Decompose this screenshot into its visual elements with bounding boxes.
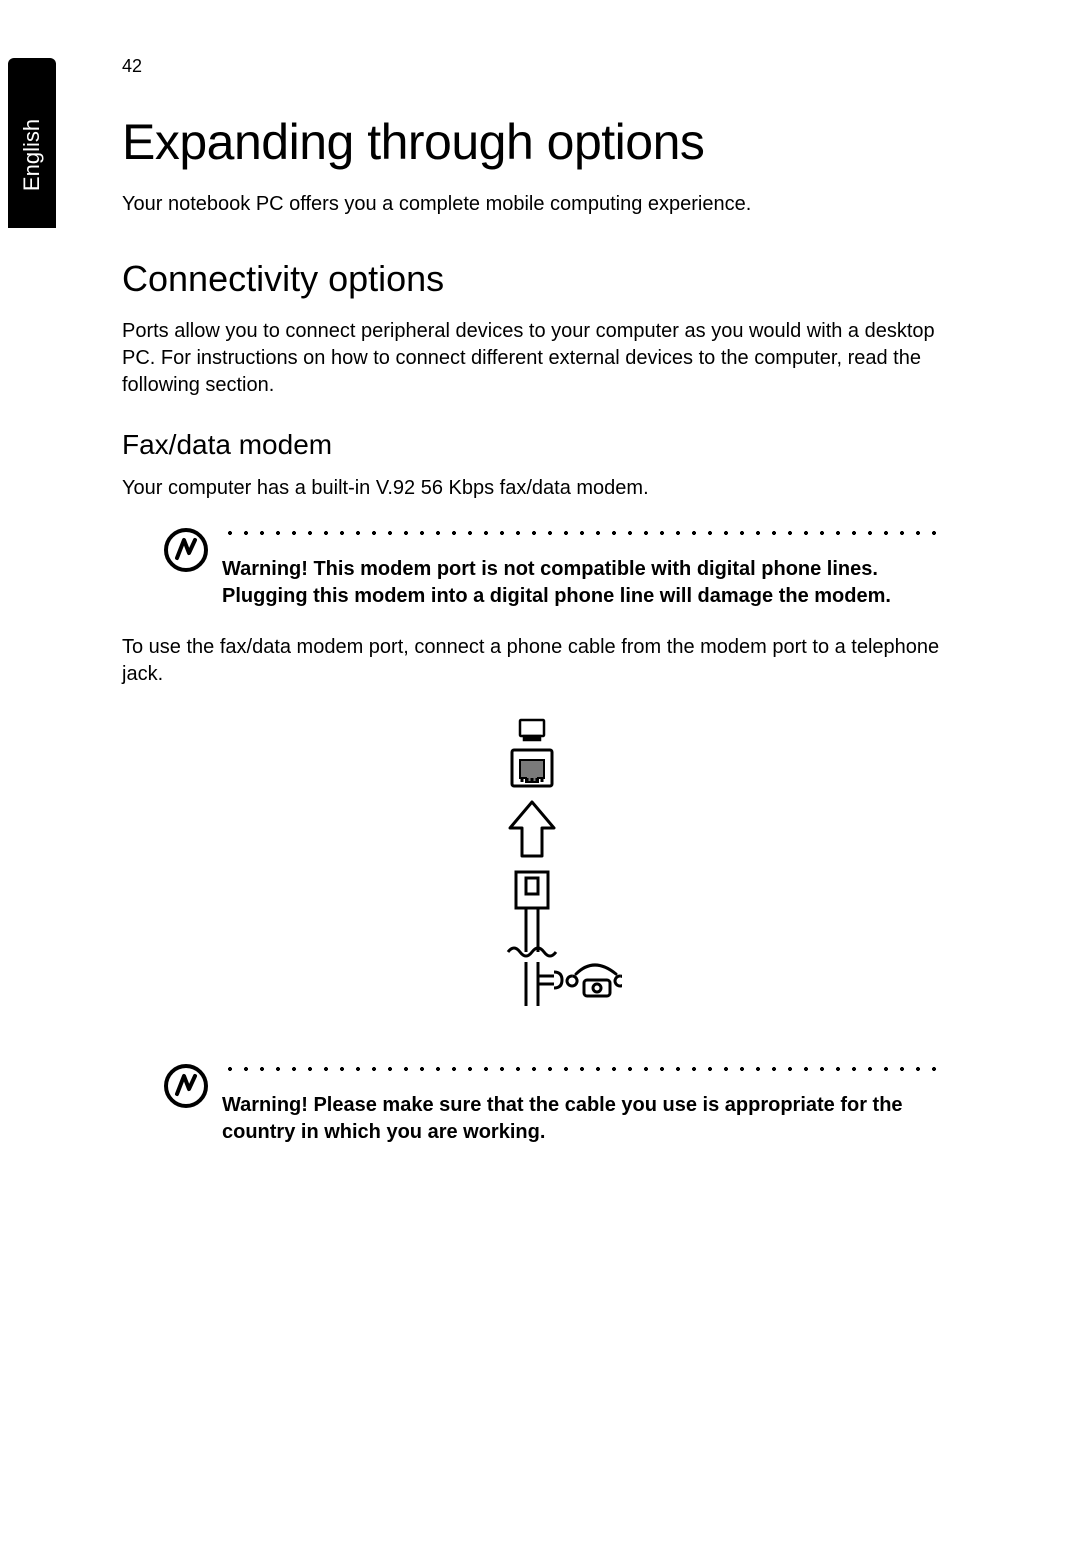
subsection-fax: Fax/data modem (122, 429, 942, 461)
fax-paragraph-2: To use the fax/data modem port, connect … (122, 634, 942, 688)
warning-block-1: Warning! This modem port is not compatib… (122, 530, 942, 610)
connectivity-paragraph: Ports allow you to connect peripheral de… (122, 318, 942, 399)
warning-block-2: Warning! Please make sure that the cable… (122, 1066, 942, 1146)
warning-text-2: Warning! Please make sure that the cable… (222, 1092, 942, 1146)
section-connectivity: Connectivity options (122, 258, 942, 300)
dotted-divider (222, 530, 942, 536)
language-tab-label: English (19, 119, 45, 191)
page-content: 42 Expanding through options Your notebo… (122, 56, 942, 1170)
warning-icon (162, 1062, 210, 1110)
warning-content: Warning! Please make sure that the cable… (222, 1066, 942, 1146)
language-tab: English (8, 58, 56, 228)
dotted-divider (222, 1066, 942, 1072)
modem-diagram (122, 716, 942, 1036)
document-page: English 42 Expanding through options You… (0, 0, 1080, 1549)
fax-paragraph-1: Your computer has a built-in V.92 56 Kbp… (122, 475, 942, 502)
warning-content: Warning! This modem port is not compatib… (222, 530, 942, 610)
warning-text-1: Warning! This modem port is not compatib… (222, 556, 942, 610)
page-title: Expanding through options (122, 113, 942, 171)
intro-paragraph: Your notebook PC offers you a complete m… (122, 191, 942, 218)
page-number: 42 (122, 56, 942, 77)
warning-icon (162, 526, 210, 574)
